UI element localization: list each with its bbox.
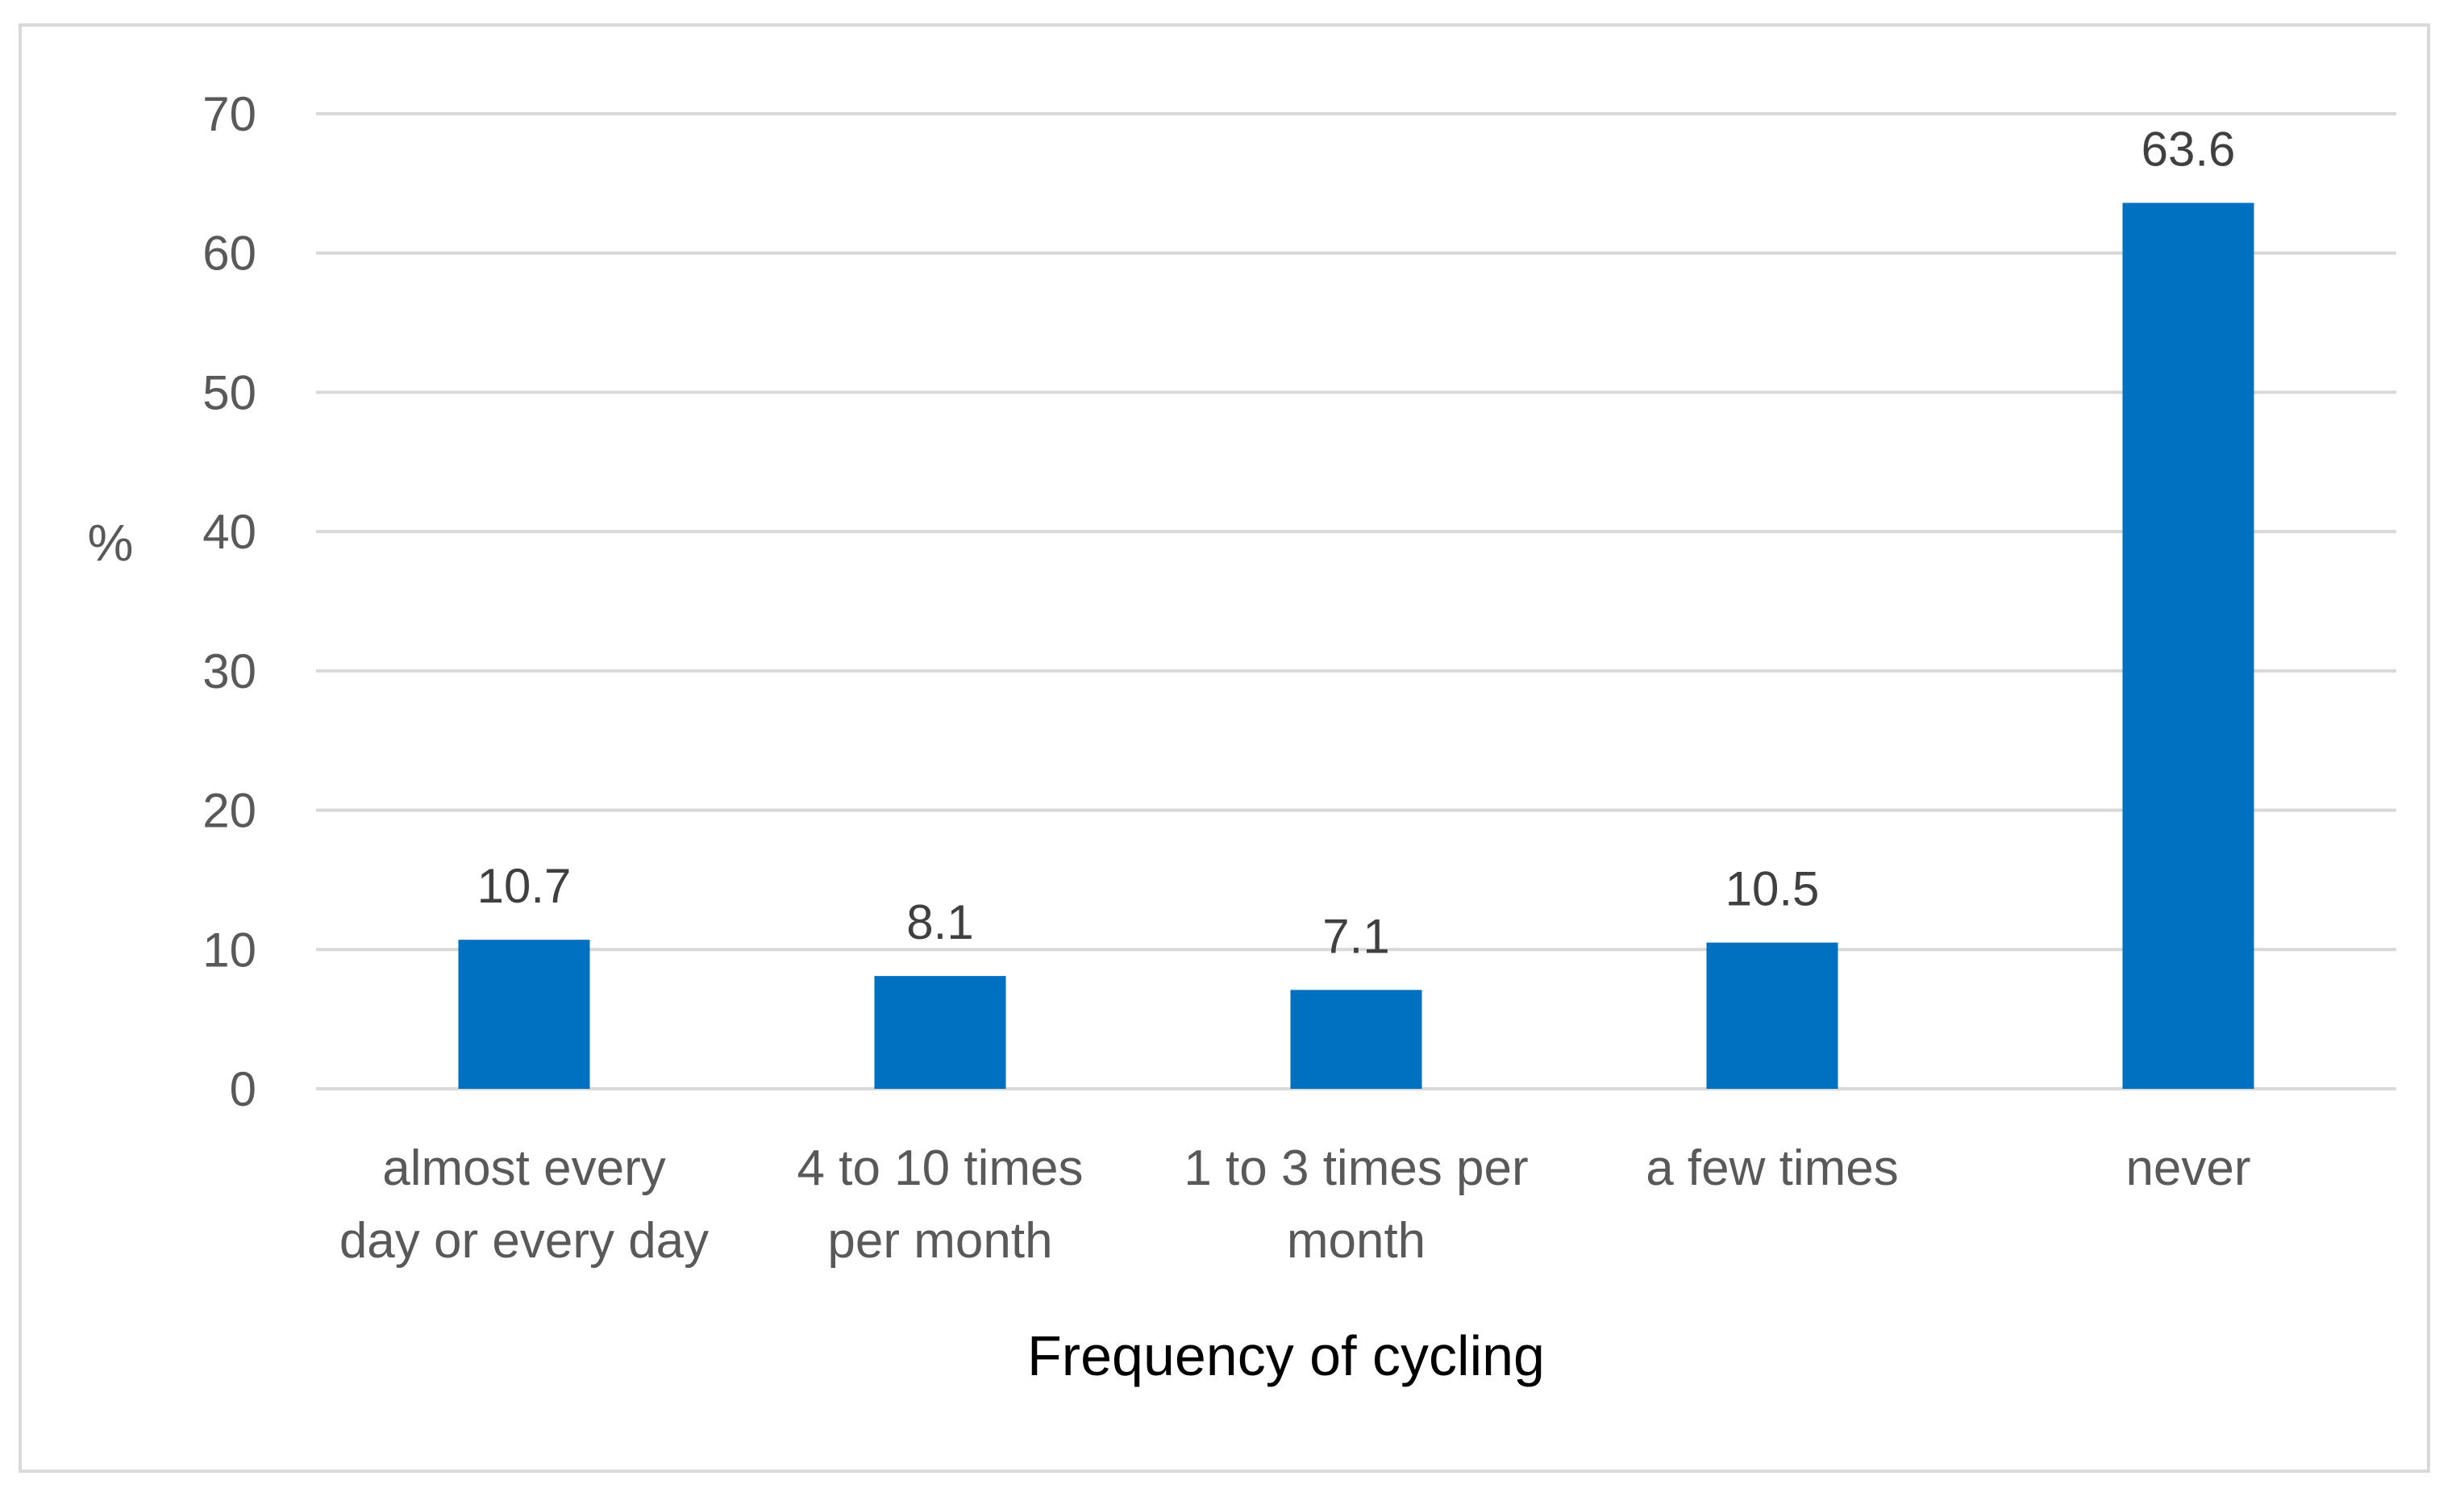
x-category-label: 1 to 3 times per xyxy=(1184,1140,1528,1196)
gridlines xyxy=(316,112,2396,1090)
bar-data-label: 10.5 xyxy=(1725,862,1820,916)
bar xyxy=(1706,942,1838,1089)
x-category-label: a few times xyxy=(1646,1140,1899,1196)
bar xyxy=(458,940,590,1089)
y-tick-label: 0 xyxy=(230,1062,256,1116)
y-axis-label: % xyxy=(88,514,134,572)
y-tick-label: 10 xyxy=(202,923,256,977)
x-category-label: month xyxy=(1287,1213,1426,1269)
chart-frame xyxy=(19,23,2430,1473)
y-tick-label: 30 xyxy=(202,644,256,698)
bar-data-label: 7.1 xyxy=(1322,909,1389,963)
x-category-label: almost every xyxy=(382,1140,665,1196)
y-tick-label: 50 xyxy=(202,365,256,419)
x-category-label: 4 to 10 times xyxy=(797,1140,1084,1196)
y-tick-label: 20 xyxy=(202,784,256,838)
bar xyxy=(874,976,1006,1089)
y-tick-label: 70 xyxy=(202,87,256,141)
data-labels: 10.7 8.1 7.1 10.5 63.6 xyxy=(477,123,2236,964)
x-category-label: never xyxy=(2125,1140,2250,1196)
bar-data-label: 63.6 xyxy=(2141,123,2236,177)
bar-data-label: 10.7 xyxy=(477,859,572,913)
x-axis-label: Frequency of cycling xyxy=(1027,1324,1545,1387)
x-category-label: per month xyxy=(827,1213,1052,1269)
y-tick-label: 40 xyxy=(202,505,256,559)
bar xyxy=(2122,202,2254,1090)
bar xyxy=(1290,990,1422,1089)
x-axis-categories: almost every day or every day 4 to 10 time… xyxy=(339,1140,2251,1269)
bars xyxy=(458,202,2254,1090)
y-tick-label: 60 xyxy=(202,227,256,281)
x-category-label: day or every day xyxy=(339,1213,709,1269)
y-axis-ticks: 0 10 20 30 40 50 60 70 xyxy=(202,87,256,1116)
bar-data-label: 8.1 xyxy=(906,895,973,949)
